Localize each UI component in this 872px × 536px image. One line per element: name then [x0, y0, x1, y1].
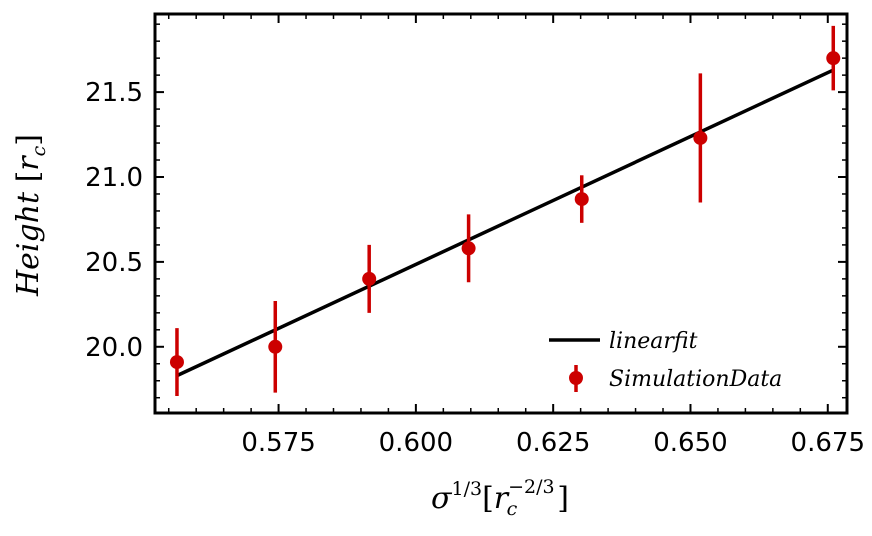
fit-line — [176, 68, 835, 378]
data-point — [826, 51, 841, 66]
legend-data-marker — [569, 371, 583, 385]
y-tick-label: 21.0 — [85, 163, 143, 193]
plot-frame — [153, 12, 849, 415]
y-tick-label: 20.0 — [85, 333, 143, 363]
x-tick-label: 0.625 — [516, 428, 590, 458]
x-tick-label: 0.650 — [653, 428, 727, 458]
data-point — [693, 130, 708, 145]
legend-data-label: SimulationData — [609, 367, 782, 392]
plot-marks — [169, 25, 841, 397]
x-tick-label: 0.600 — [379, 428, 453, 458]
data-point — [461, 241, 476, 256]
axis-ticks: 0.575 0.600 0.625 0.650 0.675 20.0 20.5 21.0 21.… — [85, 14, 865, 458]
legend: linearfit SimulationData — [549, 329, 782, 392]
data-point — [362, 271, 377, 286]
y-tick-label: 21.5 — [85, 78, 143, 108]
y-axis-label: Height [rc] — [11, 134, 50, 297]
legend-fit-label: linearfit — [609, 329, 698, 354]
x-tick-label: 0.575 — [241, 428, 315, 458]
x-axis-label: σ1/3[r−2/3 c] — [431, 476, 569, 520]
data-point — [268, 339, 283, 354]
y-tick-label: 20.5 — [85, 248, 143, 278]
data-point — [574, 192, 589, 207]
axis-labels: σ1/3[r−2/3 c] Height [rc] — [11, 134, 569, 520]
data-point — [169, 355, 184, 370]
x-tick-label: 0.675 — [791, 428, 865, 458]
